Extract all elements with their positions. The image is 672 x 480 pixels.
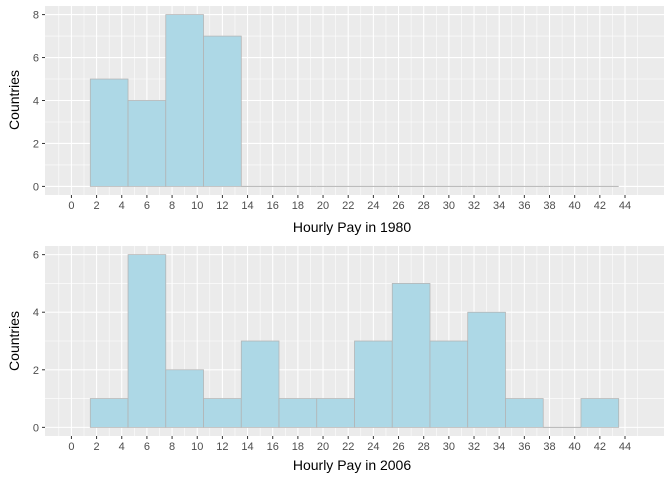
x-axis-title-1980: Hourly Pay in 1980 — [293, 219, 412, 235]
x-tick-label: 16 — [267, 200, 279, 212]
histogram-bar-2006-9 — [429, 340, 469, 428]
x-tick-label: 6 — [144, 200, 150, 212]
x-tick-label: 36 — [518, 200, 530, 212]
x-tick-label: 22 — [342, 200, 354, 212]
x-tick-label: 10 — [191, 200, 203, 212]
y-tick-label: 8 — [33, 10, 39, 22]
x-tick-label: 30 — [443, 200, 455, 212]
x-tick-label: 24 — [367, 441, 379, 453]
x-tick-label: 24 — [367, 200, 379, 212]
x-tick-label: 38 — [543, 441, 555, 453]
histogram-bar-1980-1 — [127, 100, 167, 187]
histogram-bar-2006-4 — [240, 340, 280, 428]
x-tick-label: 12 — [216, 441, 228, 453]
histogram-bar-2006-2 — [165, 369, 204, 428]
y-tick-label: 0 — [33, 181, 39, 193]
x-tick-label: 8 — [169, 441, 175, 453]
histogram-2006: 0 2 4 6 8 10 12 14 16 18 20 22 24 26 28 30 32 34 36 38 40 42 4… — [6, 246, 664, 473]
x-tick-label: 26 — [392, 200, 404, 212]
x-tick-label: 38 — [543, 200, 555, 212]
histogram-1980: 0 2 4 6 8 10 12 14 16 18 20 22 24 26 28 30 32 34 36 38 40 42 4… — [6, 6, 664, 235]
x-axis-title-2006: Hourly Pay in 2006 — [293, 457, 412, 473]
histogram-bar-2006-13 — [580, 398, 620, 428]
y-tick-label: 4 — [33, 307, 39, 319]
x-tick-label: 32 — [468, 441, 480, 453]
histogram-bar-2006-3 — [203, 398, 242, 428]
x-tick-label: 30 — [443, 441, 455, 453]
x-tick-label: 16 — [267, 441, 279, 453]
x-tick-label: 40 — [569, 441, 581, 453]
x-tick-label: 34 — [493, 441, 505, 453]
x-tick-label: 18 — [292, 200, 304, 212]
x-tick-label: 26 — [392, 441, 404, 453]
x-tick-label: 10 — [191, 441, 203, 453]
histogram-bar-2006-5 — [278, 398, 318, 428]
y-tick-label: 2 — [33, 365, 39, 377]
x-tick-label: 18 — [292, 441, 304, 453]
histogram-bar-2006-8 — [391, 283, 431, 428]
x-tick-label: 32 — [468, 200, 480, 212]
x-tick-label: 12 — [216, 200, 228, 212]
histogram-bar-2006-1 — [127, 254, 167, 428]
x-tick-label: 20 — [317, 441, 329, 453]
x-tick-label: 4 — [119, 441, 125, 453]
x-tick-label: 2 — [94, 200, 100, 212]
x-tick-label: 8 — [169, 200, 175, 212]
x-tick-label: 28 — [418, 441, 430, 453]
x-tick-label: 22 — [342, 441, 354, 453]
y-tick-label: 0 — [33, 422, 39, 434]
x-tick-label: 28 — [418, 200, 430, 212]
histogram-bar-2006-6 — [316, 398, 355, 428]
histogram-bar-2006-7 — [354, 340, 393, 428]
x-tick-label: 36 — [518, 441, 530, 453]
y-tick-label: 6 — [33, 250, 39, 262]
x-tick-label: 42 — [594, 441, 606, 453]
x-tick-label: 34 — [493, 200, 505, 212]
y-tick-label: 6 — [33, 53, 39, 65]
y-axis-title-2006: Countries — [6, 311, 22, 371]
histogram-bar-2006-11 — [505, 398, 544, 428]
histogram-bar-2006-0 — [89, 398, 129, 428]
x-tick-label: 4 — [119, 200, 125, 212]
histogram-bar-1980-2 — [165, 14, 204, 187]
x-tick-label: 0 — [68, 200, 74, 212]
x-tick-label: 14 — [241, 441, 253, 453]
y-axis-title-1980: Countries — [6, 70, 22, 130]
y-tick-label: 4 — [33, 96, 39, 108]
x-tick-label: 14 — [241, 200, 253, 212]
x-tick-label: 20 — [317, 200, 329, 212]
x-tick-label: 44 — [619, 441, 631, 453]
x-tick-label: 6 — [144, 441, 150, 453]
histogram-bar-2006-10 — [467, 311, 506, 428]
x-tick-label: 2 — [94, 441, 100, 453]
x-tick-label: 0 — [68, 441, 74, 453]
x-tick-label: 40 — [569, 200, 581, 212]
histogram-bar-1980-0 — [89, 78, 129, 187]
histogram-bar-1980-3 — [203, 35, 242, 187]
y-tick-label: 2 — [33, 138, 39, 150]
x-tick-label: 42 — [594, 200, 606, 212]
x-tick-label: 44 — [619, 200, 631, 212]
